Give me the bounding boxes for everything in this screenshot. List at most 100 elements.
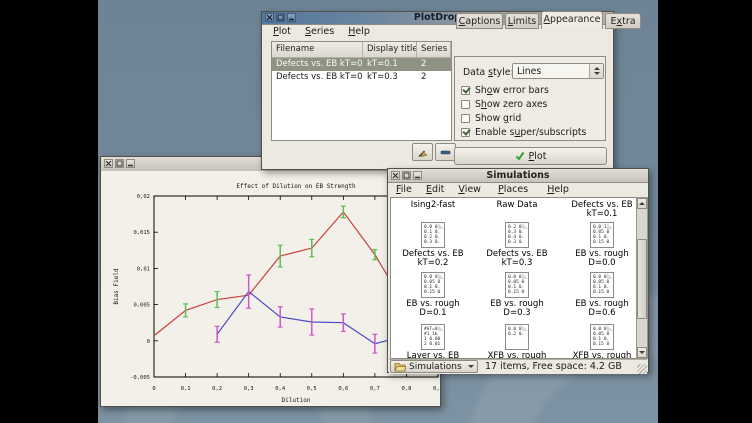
file-item[interactable]: Ising2-fast: [392, 199, 474, 210]
menu-file[interactable]: File: [396, 184, 412, 195]
plot-button[interactable]: Plot: [454, 147, 607, 165]
file-label: EB vs. rough D=0.1: [406, 299, 460, 318]
remove-minus-icon: [440, 150, 451, 154]
y-tick-label: -0,005: [130, 375, 150, 381]
menu-series[interactable]: Series: [304, 26, 335, 37]
open-folder-icon: [394, 362, 406, 371]
tab-extra[interactable]: Extra: [605, 13, 641, 29]
column-header-display-title[interactable]: Display title: [363, 42, 417, 57]
x-axis-label: Dilution: [282, 397, 311, 404]
file-item[interactable]: 0.0 0. 0.2 0. XFB vs. rough: [476, 324, 558, 358]
file-label: Raw Data: [496, 200, 538, 210]
y-tick-label: 0,015: [133, 230, 150, 236]
column-header-series[interactable]: Series: [417, 42, 451, 57]
file-item[interactable]: 0.2 0. 0.3 0. 0.4 0. 0.3 0. Defects vs. EB kT…: [476, 222, 558, 268]
text-file-icon: 0.0 0. 0.05 0 0.1 0. 0.15 0: [421, 272, 445, 298]
text-file-icon: #kT=0. #1 1k 1 0.00 2 0.01: [421, 324, 445, 350]
y-tick-label: 0: [147, 339, 150, 345]
file-item[interactable]: Raw Data: [476, 199, 558, 210]
file-item[interactable]: 0.0 0. 0.05 0 0.1 0. 0.15 0 EB vs. rough D=0.…: [476, 272, 558, 318]
file-item[interactable]: 0.0 0. 0.1 0. 0.2 0. 0.3 0. Defects vs. EB kT…: [392, 222, 474, 268]
maximize-icon[interactable]: [115, 159, 124, 168]
file-icon-view[interactable]: Ising2-fast Raw Data Defects vs. EB kT=0.1 0…: [390, 197, 637, 359]
text-file-icon: 0.0 0. 0.05 0 0.1 0. 0.15 0: [590, 272, 614, 298]
scroll-up-icon[interactable]: [637, 198, 647, 209]
checkbox-enable-super-subscripts[interactable]: Enable super/subscripts: [461, 126, 586, 138]
file-series-table[interactable]: Filename Display title Series Defects vs…: [271, 41, 452, 141]
x-tick-label: 0,3: [244, 386, 254, 392]
file-label: XFB vs. rough: [572, 351, 632, 359]
tab-captions[interactable]: Captions: [456, 13, 503, 29]
minimize-icon[interactable]: [413, 171, 422, 180]
text-file-icon: 0.0 1. 0.05 0 0.1 0. 0.15 0: [590, 222, 614, 248]
tab-limits[interactable]: Limits: [505, 13, 539, 29]
checkbox-label: Show zero axes: [475, 98, 548, 110]
plotdrop-window: PlotDrop Plot Series Help Filename Displ…: [261, 11, 641, 170]
close-icon[interactable]: [265, 13, 274, 22]
combo-arrows-icon: [589, 64, 603, 78]
checkbox-icon[interactable]: [461, 99, 470, 109]
table-row[interactable]: Defects vs. EB kT=0.1 kT=0.1 2: [272, 58, 451, 71]
table-row[interactable]: Defects vs. EB kT=0.3 kT=0.3 2: [272, 71, 451, 84]
minimize-icon[interactable]: [126, 159, 135, 168]
text-file-icon: 0.0 0. 0.2 0.: [505, 324, 529, 350]
x-tick-label: 0,8: [401, 386, 411, 392]
simulations-menubar: File Edit View Places Help: [388, 182, 648, 198]
cell-display-title: kT=0.1: [367, 59, 398, 69]
vertical-scrollbar[interactable]: [636, 197, 648, 359]
menu-places[interactable]: Places: [497, 184, 529, 195]
gnuplot-window: 00,10,20,30,40,50,60,70,80,9-0,00500,005…: [100, 156, 443, 407]
file-label: Defects vs. EB kT=0.2: [402, 249, 464, 268]
text-file-icon: 0.0 0. 0.05 0 0.1 0. 0.15 0: [505, 272, 529, 298]
location-label: Simulations: [409, 361, 462, 372]
appearance-panel: Data style: Lines Show error bars Show z…: [454, 56, 606, 141]
checkbox-icon[interactable]: [461, 127, 470, 137]
tab-appearance[interactable]: Appearance: [541, 11, 603, 29]
checkbox-show-error-bars[interactable]: Show error bars: [461, 84, 549, 96]
file-item[interactable]: Defects vs. EB kT=0.1: [561, 199, 636, 219]
resize-grip[interactable]: [637, 364, 647, 374]
text-file-icon: 0.0 0. 0.1 0. 0.2 0. 0.3 0.: [421, 222, 445, 248]
menu-help[interactable]: Help: [547, 184, 569, 195]
checkbox-icon[interactable]: [461, 113, 470, 123]
scrollbar-thumb[interactable]: [637, 239, 647, 319]
window-title: Simulations: [486, 170, 550, 181]
file-item[interactable]: 0.0 0. 0.05 0 0.1 0. 0.15 0 XFB vs. rough: [561, 324, 636, 359]
maximize-icon[interactable]: [402, 171, 411, 180]
file-item[interactable]: 0.0 0. 0.05 0 0.1 0. 0.15 0 EB vs. rough D=0.…: [561, 272, 636, 318]
checkbox-icon[interactable]: [461, 85, 470, 95]
remove-file-button[interactable]: [435, 143, 456, 161]
x-tick-label: 0,4: [275, 386, 286, 392]
file-label: EB vs. rough D=0.0: [575, 249, 629, 268]
minimize-icon[interactable]: [287, 13, 296, 22]
close-icon[interactable]: [104, 159, 113, 168]
menu-help[interactable]: Help: [348, 26, 370, 37]
menu-plot[interactable]: Plot: [273, 26, 291, 37]
scroll-down-icon[interactable]: [637, 347, 647, 358]
checkbox-show-zero-axes[interactable]: Show zero axes: [461, 98, 547, 110]
maximize-icon[interactable]: [276, 13, 285, 22]
file-item[interactable]: #kT=0. #1 1k 1 0.00 2 0.01 Layer vs. EB: [392, 324, 474, 358]
checkbox-label: Enable super/subscripts: [475, 126, 587, 138]
file-item[interactable]: 0.0 0. 0.05 0 0.1 0. 0.15 0 EB vs. rough D=0.…: [392, 272, 474, 318]
clear-list-button[interactable]: [412, 143, 433, 161]
y-tick-label: 0,005: [133, 303, 150, 309]
selected-data-style: Lines: [517, 65, 542, 77]
close-icon[interactable]: [391, 171, 400, 180]
file-item[interactable]: 0.0 1. 0.05 0 0.1 0. 0.15 0 EB vs. rough D=0.…: [561, 222, 636, 268]
checkbox-show-grid[interactable]: Show grid: [461, 112, 521, 124]
simulations-titlebar[interactable]: Simulations: [388, 169, 648, 183]
checkbox-label: Show grid: [475, 112, 522, 124]
menu-edit[interactable]: Edit: [425, 184, 445, 195]
data-style-select[interactable]: Lines: [512, 63, 604, 79]
location-dropdown-button[interactable]: Simulations: [390, 360, 478, 373]
x-tick-label: 0,9: [433, 386, 440, 392]
column-header-filename[interactable]: Filename: [272, 42, 363, 57]
cell-filename: Defects vs. EB kT=0.3: [276, 72, 363, 82]
menu-view[interactable]: View: [458, 184, 481, 195]
file-label: EB vs. rough D=0.6: [575, 299, 629, 318]
file-label: Defects vs. EB kT=0.3: [486, 249, 548, 268]
statusbar: Simulations 17 items, Free space: 4.2 GB: [389, 359, 647, 374]
chevron-down-icon: [468, 365, 474, 368]
